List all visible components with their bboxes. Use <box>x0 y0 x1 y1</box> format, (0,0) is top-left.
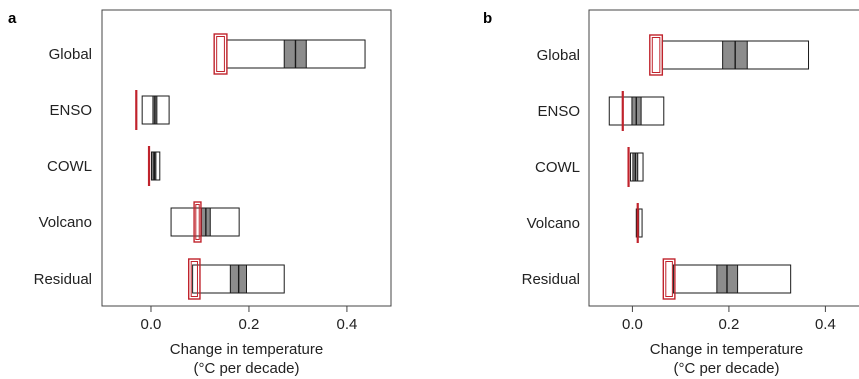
x-tick-label: 0.2 <box>239 316 260 333</box>
category-label: COWL <box>47 158 92 175</box>
x-axis-title-units: (°C per decade) <box>673 360 779 377</box>
observed-box <box>649 34 664 76</box>
panel-label: b <box>483 10 492 27</box>
x-tick-label: 0.4 <box>815 316 836 333</box>
range-row-cowl: COWL <box>47 146 161 186</box>
observed-box-inner <box>195 204 200 240</box>
observed-box-inner <box>216 36 225 72</box>
category-label: Volcano <box>39 214 92 231</box>
x-axis-title: Change in temperature <box>170 341 323 358</box>
observed-box <box>187 258 201 300</box>
range-row-global: Global <box>537 34 810 76</box>
category-label: Residual <box>522 271 580 288</box>
range-row-volcano: Volcano <box>39 201 240 243</box>
category-label: Residual <box>34 271 92 288</box>
observed-box <box>662 258 676 300</box>
category-label: Global <box>49 46 92 63</box>
category-label: ENSO <box>49 102 92 119</box>
observed-box-inner <box>665 261 673 297</box>
x-tick-label: 0.4 <box>336 316 357 333</box>
chart-panel-b: b 0.0 0.2 0.4 Change in temperature (°C per d… <box>483 9 859 377</box>
category-label: Volcano <box>527 215 580 232</box>
category-label: Global <box>537 47 580 64</box>
range-row-residual: Residual <box>34 258 285 300</box>
chart-panel-a: a 0.0 0.2 0.4 Change in temperature (°C per d… <box>8 9 392 377</box>
x-tick-label: 0.0 <box>141 316 162 333</box>
plot-frame <box>588 9 859 307</box>
range-row-residual: Residual <box>522 258 792 300</box>
observed-box <box>193 201 202 243</box>
category-label: COWL <box>535 159 580 176</box>
range-row-volcano: Volcano <box>527 203 643 243</box>
x-axis-title-units: (°C per decade) <box>193 360 299 377</box>
x-tick-label: 0.2 <box>718 316 739 333</box>
range-row-cowl: COWL <box>535 147 644 187</box>
range-row-enso: ENSO <box>49 90 170 130</box>
x-tick-label: 0.0 <box>622 316 643 333</box>
observed-box-inner <box>190 261 198 297</box>
plot-frame <box>101 9 392 307</box>
range-row-enso: ENSO <box>537 91 665 131</box>
x-axis-title: Change in temperature <box>650 341 803 358</box>
observed-box <box>213 33 228 75</box>
panel-label: a <box>8 10 17 27</box>
category-label: ENSO <box>537 103 580 120</box>
observed-box-inner <box>651 37 661 73</box>
range-row-global: Global <box>49 33 366 75</box>
